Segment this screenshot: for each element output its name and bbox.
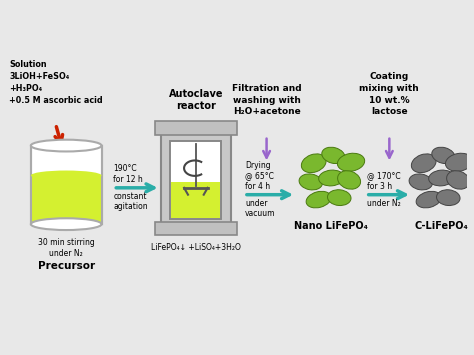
Bar	[31, 146, 101, 224]
Text: LiFePO₄↓ +LiSO₄+3H₂O: LiFePO₄↓ +LiSO₄+3H₂O	[151, 243, 241, 252]
Bar	[155, 121, 237, 135]
Text: 190°C
for 12 h: 190°C for 12 h	[113, 164, 143, 184]
Text: C-LiFePO₄: C-LiFePO₄	[415, 221, 468, 231]
Text: Drying
@ 65°C
for 4 h: Drying @ 65°C for 4 h	[245, 161, 274, 191]
Text: Autoclave
reactor: Autoclave reactor	[169, 89, 223, 111]
Ellipse shape	[301, 154, 326, 173]
Ellipse shape	[319, 170, 344, 186]
Text: Nano LiFePO₄: Nano LiFePO₄	[294, 221, 368, 231]
Bar	[171, 181, 220, 218]
Ellipse shape	[409, 174, 432, 190]
Ellipse shape	[437, 190, 460, 206]
Ellipse shape	[411, 154, 436, 173]
Ellipse shape	[322, 147, 345, 164]
Ellipse shape	[328, 190, 351, 206]
Bar	[170, 141, 221, 219]
Ellipse shape	[31, 170, 101, 180]
Text: @ 170°C
for 3 h: @ 170°C for 3 h	[367, 171, 401, 191]
Text: under N₂: under N₂	[367, 198, 401, 208]
Ellipse shape	[337, 153, 365, 171]
Bar	[155, 222, 237, 235]
Text: constant
agitation: constant agitation	[113, 192, 148, 211]
Text: Solution
3LiOH+FeSO₄
+H₃PO₄
+0.5 M ascorbic acid: Solution 3LiOH+FeSO₄ +H₃PO₄ +0.5 M ascor…	[9, 60, 103, 104]
Ellipse shape	[31, 218, 101, 230]
Ellipse shape	[337, 171, 361, 189]
Text: Coating
mixing with
10 wt.%
lactose: Coating mixing with 10 wt.% lactose	[359, 72, 419, 116]
Ellipse shape	[446, 153, 473, 171]
Ellipse shape	[299, 174, 322, 190]
Ellipse shape	[31, 140, 101, 152]
Ellipse shape	[432, 147, 455, 164]
Bar	[161, 129, 231, 227]
Ellipse shape	[416, 191, 441, 208]
Ellipse shape	[447, 171, 470, 189]
Ellipse shape	[428, 170, 454, 186]
Ellipse shape	[306, 191, 331, 208]
Text: 30 min stirring
under N₂: 30 min stirring under N₂	[38, 238, 95, 258]
Bar	[170, 141, 221, 219]
Text: Precursor: Precursor	[37, 262, 95, 272]
Bar	[32, 175, 100, 223]
Text: Filtration and
washing with
H₂O+acetone: Filtration and washing with H₂O+acetone	[232, 84, 301, 116]
Text: under
vacuum: under vacuum	[245, 198, 275, 218]
Bar	[31, 146, 101, 224]
